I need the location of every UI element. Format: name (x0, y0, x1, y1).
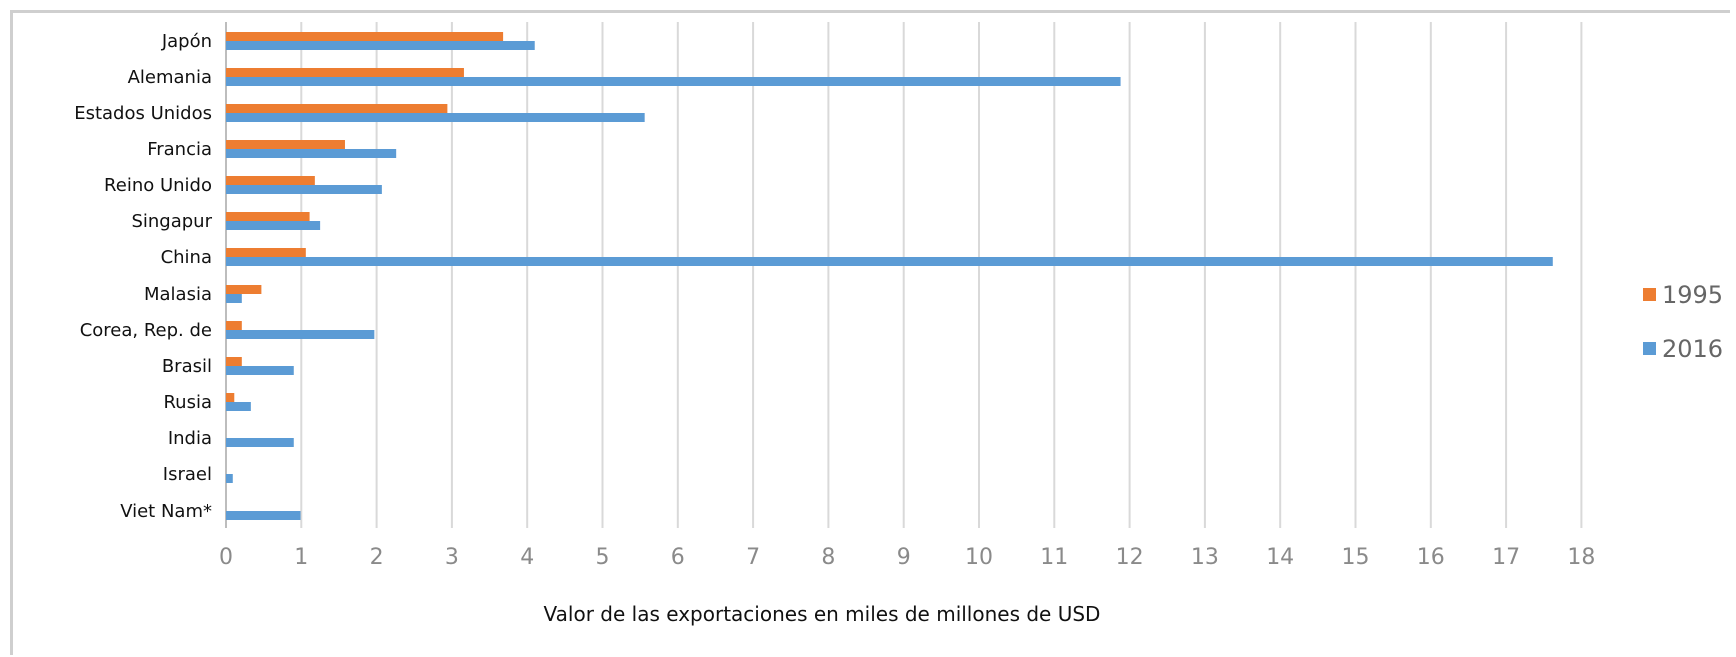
x-tick-label: 5 (596, 545, 610, 570)
x-tick-label: 16 (1417, 545, 1445, 570)
x-tick-label: 10 (965, 545, 993, 570)
bar-1995-6 (226, 248, 306, 257)
category-label: Singapur (131, 211, 212, 232)
x-tick-label: 17 (1492, 545, 1520, 570)
x-tick-label: 11 (1040, 545, 1068, 570)
x-tick-label: 4 (520, 545, 534, 570)
category-labels: Japón Alemania Estados Unidos Francia Reino … (74, 31, 212, 522)
bars (226, 32, 1553, 520)
x-tick-label: 0 (219, 545, 233, 570)
bar-2016-0 (226, 41, 535, 50)
legend-label-1995: 1995 (1662, 281, 1723, 309)
category-label: Corea, Rep. de (80, 320, 212, 341)
category-label: Japón (161, 31, 212, 52)
category-label: China (161, 247, 212, 268)
x-tick-label: 6 (671, 545, 685, 570)
legend-label-2016: 2016 (1662, 335, 1723, 363)
gridlines (225, 22, 1583, 528)
category-label: Viet Nam* (120, 501, 212, 522)
bar-2016-4 (226, 185, 382, 194)
bar-1995-3 (226, 140, 345, 149)
bar-2016-6 (226, 257, 1553, 266)
bar-1995-8 (226, 321, 242, 330)
x-tick-label: 7 (746, 545, 760, 570)
bar-2016-7 (226, 294, 242, 303)
x-tick-label: 18 (1567, 545, 1595, 570)
bar-1995-5 (226, 212, 310, 221)
bar-1995-0 (226, 32, 504, 41)
category-label: Francia (147, 139, 212, 160)
x-tick-label: 13 (1191, 545, 1219, 570)
x-tick-label: 12 (1116, 545, 1144, 570)
category-label: India (168, 428, 212, 449)
bar-1995-1 (226, 68, 464, 77)
category-label: Brasil (162, 356, 212, 377)
x-tick-label: 1 (294, 545, 308, 570)
bar-1995-4 (226, 176, 315, 185)
bar-2016-8 (226, 330, 375, 339)
bar-1995-2 (226, 104, 448, 113)
legend-swatch-1995 (1643, 288, 1656, 301)
bar-2016-11 (226, 438, 294, 447)
x-tick-labels: 0 1 2 3 4 5 6 7 8 9 10 11 12 13 14 15 16 17 18 (219, 545, 1595, 570)
x-axis-title: Valor de las exportaciones en miles de m… (544, 602, 1101, 626)
category-label: Rusia (163, 392, 212, 413)
bar-1995-9 (226, 357, 242, 366)
bar-2016-3 (226, 149, 397, 158)
bar-2016-5 (226, 221, 321, 230)
x-tick-label: 8 (821, 545, 835, 570)
bar-2016-2 (226, 113, 645, 122)
x-tick-label: 2 (370, 545, 384, 570)
category-label: Estados Unidos (74, 103, 212, 124)
bar-2016-13 (226, 511, 301, 520)
bar-1995-10 (226, 393, 235, 402)
x-tick-label: 9 (897, 545, 911, 570)
x-tick-label: 14 (1266, 545, 1294, 570)
category-label: Israel (163, 464, 212, 485)
legend-swatch-2016 (1643, 342, 1656, 355)
bar-1995-7 (226, 285, 262, 294)
x-tick-label: 3 (445, 545, 459, 570)
category-label: Alemania (128, 67, 212, 88)
bar-2016-1 (226, 77, 1121, 86)
bar-2016-9 (226, 366, 294, 375)
bar-2016-10 (226, 402, 251, 411)
legend: 1995 2016 (1643, 281, 1723, 363)
bar-2016-12 (226, 474, 233, 483)
category-label: Malasia (144, 284, 212, 305)
x-tick-label: 15 (1342, 545, 1370, 570)
category-label: Reino Unido (104, 175, 212, 196)
